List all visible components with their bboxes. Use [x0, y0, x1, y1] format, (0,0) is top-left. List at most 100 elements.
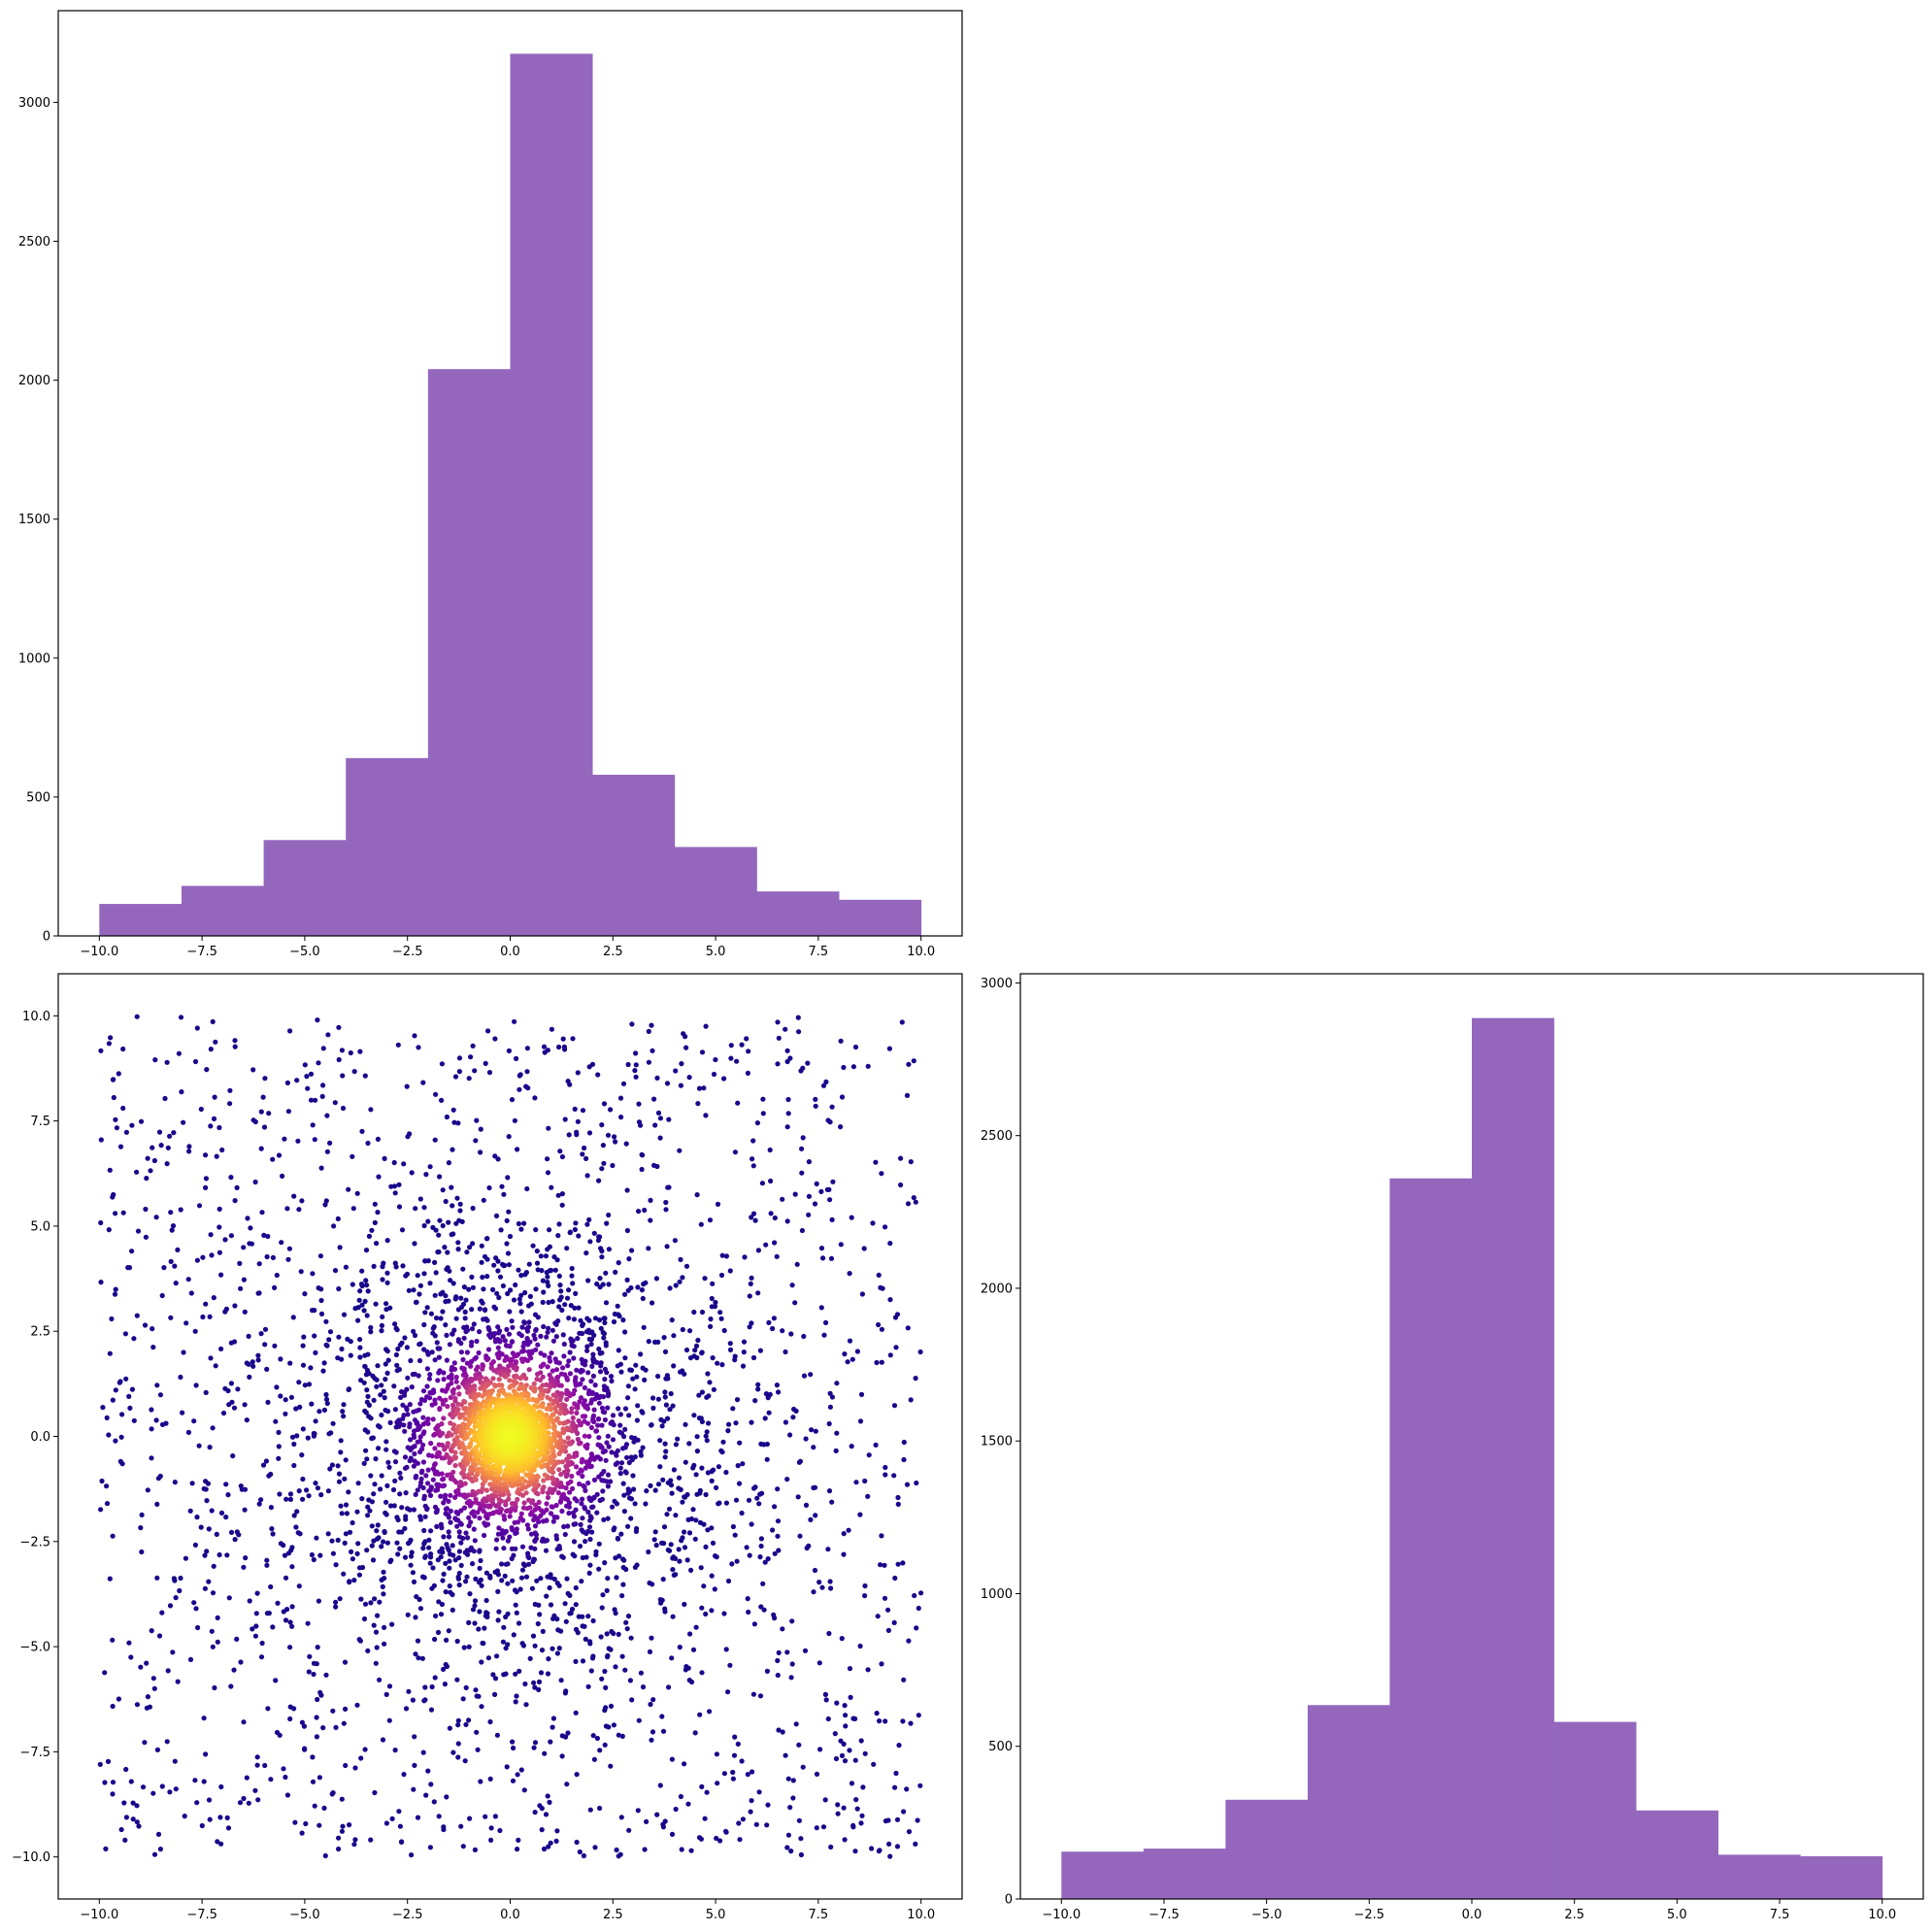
- scatter-point: [413, 1615, 418, 1620]
- scatter-point: [631, 1439, 637, 1445]
- scatter-point: [916, 1605, 921, 1612]
- scatter-point: [402, 1525, 408, 1531]
- scatter-point: [149, 1407, 154, 1413]
- scatter-point: [545, 1329, 550, 1335]
- scatter-point: [400, 1402, 406, 1408]
- scatter-point: [823, 1319, 829, 1325]
- scatter-point: [746, 1497, 752, 1503]
- scatter-point: [534, 1376, 540, 1382]
- scatter-point: [458, 1823, 464, 1829]
- scatter-point: [715, 1201, 721, 1207]
- scatter-point: [569, 1606, 576, 1613]
- scatter-point: [506, 1496, 512, 1502]
- scatter-point: [144, 1176, 150, 1182]
- scatter-point: [397, 1546, 403, 1551]
- scatter-point: [262, 1076, 268, 1082]
- scatter-point: [496, 1609, 502, 1615]
- scatter-point: [736, 1481, 743, 1486]
- scatter-point: [800, 1764, 806, 1770]
- scatter-point: [535, 1620, 541, 1627]
- scatter-point: [218, 1841, 224, 1847]
- scatter-point: [905, 1325, 911, 1331]
- scatter-point: [383, 1377, 388, 1382]
- scatter-point: [598, 1634, 604, 1640]
- scatter-point: [550, 1646, 555, 1651]
- scatter-point: [684, 1557, 690, 1563]
- scatter-point: [369, 1227, 375, 1233]
- scatter-point: [482, 1625, 487, 1631]
- scatter-point: [157, 1847, 163, 1852]
- scatter-point: [626, 1413, 632, 1418]
- scatter-point: [377, 1424, 383, 1430]
- scatter-point: [506, 1477, 512, 1482]
- scatter-point: [672, 1238, 679, 1244]
- scatter-point: [565, 1590, 571, 1596]
- scatter-point: [464, 1349, 470, 1355]
- scatter-point: [98, 1048, 104, 1053]
- scatter-point: [420, 1484, 426, 1491]
- scatter-point: [610, 1437, 616, 1443]
- scatter-point: [524, 1069, 530, 1075]
- scatter-point: [456, 1570, 462, 1577]
- scatter-point: [898, 1155, 904, 1161]
- scatter-point: [918, 1590, 924, 1596]
- scatter-point: [348, 1352, 353, 1358]
- scatter-point: [513, 1699, 518, 1705]
- scatter-point: [488, 1825, 494, 1831]
- scatter-point: [364, 1387, 370, 1393]
- scatter-point: [635, 1403, 641, 1409]
- scatter-point: [521, 1500, 527, 1506]
- scatter-point: [476, 1626, 482, 1632]
- scatter-point: [444, 1357, 450, 1363]
- scatter-point: [204, 1549, 210, 1554]
- scatter-point: [567, 1230, 573, 1236]
- scatter-point: [652, 1487, 658, 1493]
- scatter-point: [194, 1800, 200, 1806]
- scatter-point: [857, 1643, 863, 1649]
- scatter-point: [404, 1345, 410, 1350]
- scatter-point: [535, 1342, 541, 1348]
- scatter-point: [522, 1289, 528, 1296]
- scatter-point: [420, 1546, 426, 1551]
- scatter-point: [374, 1377, 380, 1382]
- scatter-point: [545, 1394, 550, 1400]
- scatter-point: [750, 1163, 756, 1169]
- scatter-point: [413, 1651, 418, 1657]
- scatter-point: [530, 1633, 537, 1639]
- scatter-point: [682, 1545, 688, 1550]
- scatter-point: [911, 1195, 916, 1201]
- scatter-point: [368, 1416, 374, 1421]
- scatter-point: [419, 1446, 425, 1452]
- scatter-point: [484, 1356, 490, 1363]
- scatter-point: [859, 1291, 866, 1297]
- scatter-point: [545, 1671, 551, 1677]
- scatter-point: [511, 1745, 516, 1751]
- scatter-point: [382, 1528, 387, 1535]
- scatter-point: [499, 1561, 505, 1567]
- scatter-point: [536, 1499, 542, 1505]
- scatter-point: [717, 1310, 723, 1316]
- scatter-point: [207, 1314, 213, 1319]
- scatter-point: [785, 1111, 791, 1116]
- scatter-point: [396, 1204, 403, 1210]
- scatter-point: [563, 1485, 569, 1491]
- scatter-point: [323, 1672, 329, 1678]
- scatter-point: [493, 1213, 500, 1218]
- scatter-point: [731, 1752, 738, 1758]
- scatter-point: [496, 1377, 502, 1382]
- histogram-bar: [510, 53, 593, 936]
- scatter-point: [398, 1475, 404, 1481]
- scatter-point: [456, 1529, 462, 1535]
- scatter-point: [774, 1382, 781, 1388]
- scatter-point: [551, 1382, 557, 1388]
- scatter-point: [339, 1796, 345, 1802]
- scatter-point: [172, 1263, 178, 1269]
- scatter-point: [438, 1493, 444, 1499]
- scatter-point: [102, 1780, 108, 1785]
- scatter-point: [417, 1514, 423, 1519]
- scatter-point: [612, 1134, 617, 1140]
- scatter-point: [874, 1711, 880, 1716]
- scatter-point: [350, 1282, 355, 1287]
- scatter-point: [771, 1612, 777, 1617]
- scatter-point: [538, 1576, 544, 1582]
